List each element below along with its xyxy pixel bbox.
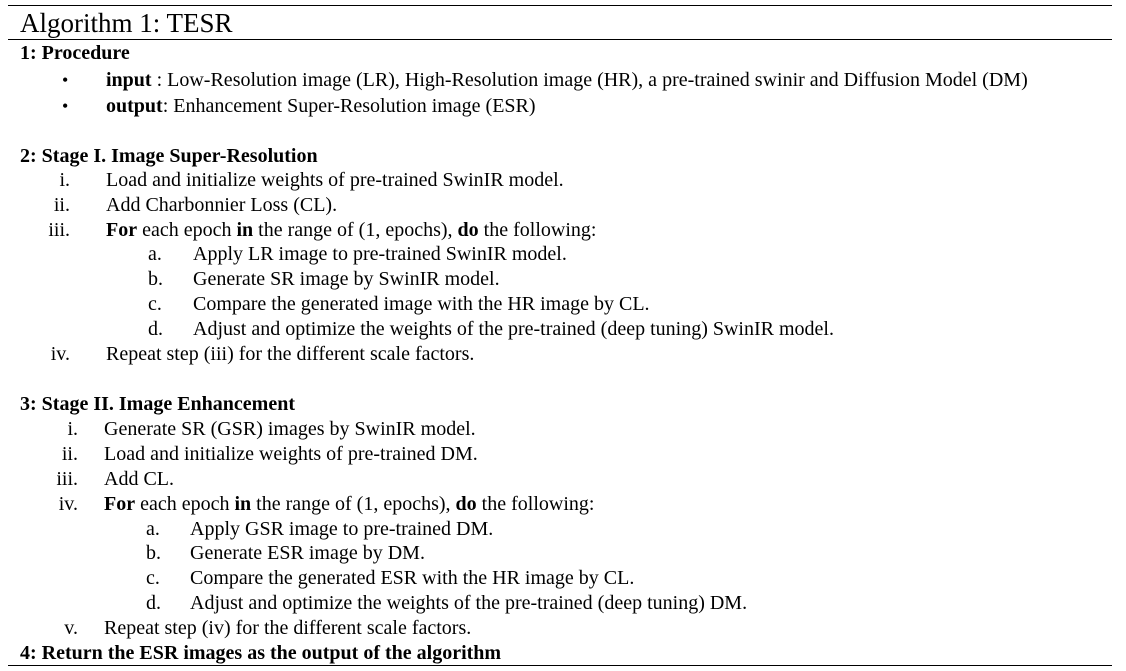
loop-text: the range of (1, epochs), [253, 219, 458, 241]
loop-text: the following: [478, 219, 597, 241]
input-bullet: • [62, 70, 69, 90]
procedure-header: 1: Procedure [20, 42, 130, 64]
stage1-substep-text: Apply LR image to pre-trained SwinIR mod… [193, 243, 567, 265]
stage2-step-text: Add CL. [104, 468, 174, 490]
stage2-substep-marker: a. [146, 518, 160, 540]
stage1-substep-text: Generate SR image by SwinIR model. [193, 268, 500, 290]
bottom-rule [8, 665, 1112, 666]
do-keyword: do [455, 493, 477, 515]
stage1-substep-marker: d. [148, 318, 163, 340]
stage1-substep-marker: c. [148, 293, 162, 315]
output-text: : Enhancement Super-Resolution image (ES… [162, 95, 536, 117]
input-line: input : Low-Resolution image (LR), High-… [106, 69, 1028, 91]
stage2-step-marker: ii. [61, 443, 78, 465]
stage2-substep-marker: b. [146, 542, 161, 564]
output-line: output: Enhancement Super-Resolution ima… [106, 95, 536, 117]
stage2-step-text: Repeat step (iv) for the different scale… [104, 617, 472, 639]
stage2-step-marker: i. [67, 418, 78, 440]
stage1-step-text: Load and initialize weights of pre-train… [106, 169, 564, 191]
input-text: : Low-Resolution image (LR), High-Resolu… [151, 69, 1028, 91]
stage1-for-loop-text: For each epoch in the range of (1, epoch… [106, 219, 596, 241]
stage1-step-marker: ii. [53, 194, 70, 216]
stage1-step-marker: i. [59, 169, 70, 191]
stage2-step-marker: iii. [56, 468, 78, 490]
input-label: input [106, 69, 152, 91]
stage1-substep-text: Adjust and optimize the weights of the p… [193, 318, 834, 340]
do-keyword: do [457, 219, 479, 241]
stage2-substep-marker: c. [146, 567, 160, 589]
in-keyword: in [236, 219, 254, 241]
header-rule [8, 39, 1112, 40]
stage1-step-text: Add Charbonnier Loss (CL). [106, 194, 338, 216]
loop-text: the following: [476, 493, 595, 515]
stage1-substep-marker: b. [148, 268, 163, 290]
stage1-substep-text: Compare the generated image with the HR … [193, 293, 650, 315]
stage2-substep-text: Adjust and optimize the weights of the p… [190, 592, 748, 614]
for-keyword: For [106, 219, 138, 241]
stage1-step-text: Repeat step (iii) for the different scal… [106, 343, 475, 365]
stage2-step-marker: v. [64, 617, 78, 639]
stage1-substep-marker: a. [148, 243, 162, 265]
stage2-step-text: Load and initialize weights of pre-train… [104, 443, 478, 465]
stage2-substep-marker: d. [146, 592, 161, 614]
output-bullet: • [62, 96, 69, 116]
stage1-step-marker: iii. [48, 219, 70, 241]
return-header: 4: Return the ESR images as the output o… [20, 642, 502, 664]
loop-text: each epoch [135, 493, 235, 515]
top-rule [8, 5, 1112, 6]
stage1-header: 2: Stage I. Image Super-Resolution [20, 145, 318, 167]
loop-text: each epoch [137, 219, 237, 241]
stage2-for-loop-text: For each epoch in the range of (1, epoch… [104, 493, 594, 515]
stage2-substep-text: Apply GSR image to pre-trained DM. [190, 518, 494, 540]
stage2-header: 3: Stage II. Image Enhancement [20, 393, 295, 415]
algorithm-title: Algorithm 1: TESR [20, 8, 233, 38]
loop-text: the range of (1, epochs), [251, 493, 456, 515]
stage1-step-marker: iv. [50, 343, 70, 365]
in-keyword: in [234, 493, 252, 515]
output-label: output [106, 95, 163, 117]
stage2-step-marker: iv. [58, 493, 78, 515]
stage2-substep-text: Compare the generated ESR with the HR im… [190, 567, 635, 589]
for-keyword: For [104, 493, 136, 515]
stage2-step-text: Generate SR (GSR) images by SwinIR model… [104, 418, 476, 440]
stage2-substep-text: Generate ESR image by DM. [190, 542, 425, 564]
